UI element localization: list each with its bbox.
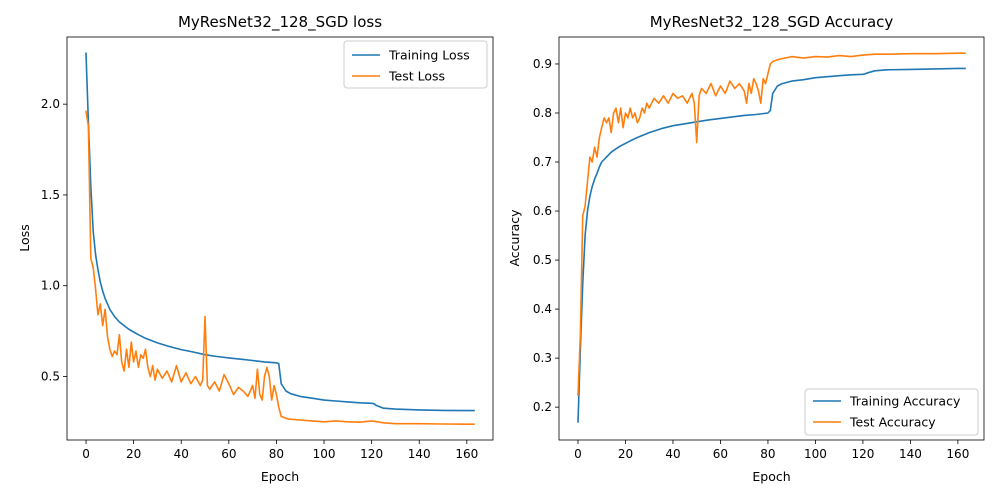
- loss-legend-label-training: Training Loss: [388, 48, 470, 63]
- accuracy-x-tick-label: 120: [851, 447, 874, 461]
- accuracy-y-tick-label: 0.2: [533, 400, 552, 414]
- loss-legend: Training Loss Test Loss: [343, 40, 488, 89]
- loss-x-tick-label: 140: [408, 447, 431, 461]
- loss-x-tick-label: 80: [269, 447, 284, 461]
- loss-x-tick-label: 60: [221, 447, 236, 461]
- loss-x-ticks: 0 20 40 60 80 100 120 140 160: [82, 440, 478, 461]
- loss-y-tick-label: 1.0: [41, 279, 60, 293]
- loss-series-layer: [85, 52, 475, 426]
- loss-y-tick-label: 0.5: [41, 369, 60, 383]
- loss-y-tick-label: 1.5: [41, 188, 60, 202]
- accuracy-x-axis-label: Epoch: [752, 469, 790, 484]
- loss-x-tick-label: 100: [313, 447, 336, 461]
- loss-y-axis-label: Loss: [17, 224, 32, 251]
- accuracy-legend-label-training: Training Accuracy: [849, 394, 961, 409]
- accuracy-legend-label-test: Test Accuracy: [849, 415, 936, 430]
- loss-x-tick-label: 0: [82, 447, 90, 461]
- accuracy-series-training-line: [577, 67, 966, 423]
- accuracy-panel: MyResNet32_128_SGD Accuracy 0 20 40 60 80 100…: [507, 13, 985, 484]
- accuracy-x-tick-label: 140: [899, 447, 922, 461]
- accuracy-x-tick-label: 80: [760, 447, 775, 461]
- accuracy-y-tick-label: 0.9: [533, 57, 552, 71]
- accuracy-x-tick-label: 160: [946, 447, 969, 461]
- loss-x-tick-label: 120: [360, 447, 383, 461]
- accuracy-chart-title: MyResNet32_128_SGD Accuracy: [650, 13, 894, 32]
- loss-series-test-line: [85, 110, 475, 426]
- accuracy-x-ticks: 0 20 40 60 80 100 120 140 160: [574, 440, 969, 461]
- loss-x-tick-label: 40: [174, 447, 189, 461]
- accuracy-series-test-line: [577, 52, 966, 396]
- accuracy-series-layer: [577, 52, 966, 423]
- accuracy-y-ticks: 0.2 0.3 0.4 0.5 0.6 0.7 0.8 0.9: [533, 57, 559, 414]
- accuracy-y-tick-label: 0.3: [533, 351, 552, 365]
- accuracy-x-tick-label: 20: [618, 447, 633, 461]
- loss-x-tick-label: 20: [126, 447, 141, 461]
- accuracy-x-tick-label: 40: [665, 447, 680, 461]
- loss-x-tick-label: 160: [455, 447, 478, 461]
- accuracy-legend-box: [804, 388, 979, 436]
- accuracy-y-tick-label: 0.5: [533, 253, 552, 267]
- loss-chart-title: MyResNet32_128_SGD loss: [178, 13, 382, 32]
- accuracy-y-tick-label: 0.6: [533, 204, 552, 218]
- accuracy-legend: Training Accuracy Test Accuracy: [804, 388, 979, 436]
- loss-x-axis-label: Epoch: [261, 469, 299, 484]
- accuracy-y-tick-label: 0.7: [533, 155, 552, 169]
- accuracy-x-tick-label: 100: [804, 447, 827, 461]
- loss-series-training-line: [85, 52, 475, 412]
- loss-panel: MyResNet32_128_SGD loss 0 20 40 60 80 100 120 1…: [17, 13, 494, 484]
- loss-y-tick-label: 2.0: [41, 97, 60, 111]
- accuracy-y-axis-label: Accuracy: [507, 209, 522, 267]
- accuracy-x-tick-label: 0: [574, 447, 582, 461]
- accuracy-y-tick-label: 0.8: [533, 106, 552, 120]
- loss-y-ticks: 0.5 1.0 1.5 2.0: [41, 97, 67, 383]
- accuracy-x-tick-label: 60: [713, 447, 728, 461]
- loss-legend-label-test: Test Loss: [388, 69, 445, 84]
- accuracy-plot-frame: [558, 36, 985, 441]
- accuracy-y-tick-label: 0.4: [533, 302, 552, 316]
- loss-plot-frame: [66, 36, 494, 441]
